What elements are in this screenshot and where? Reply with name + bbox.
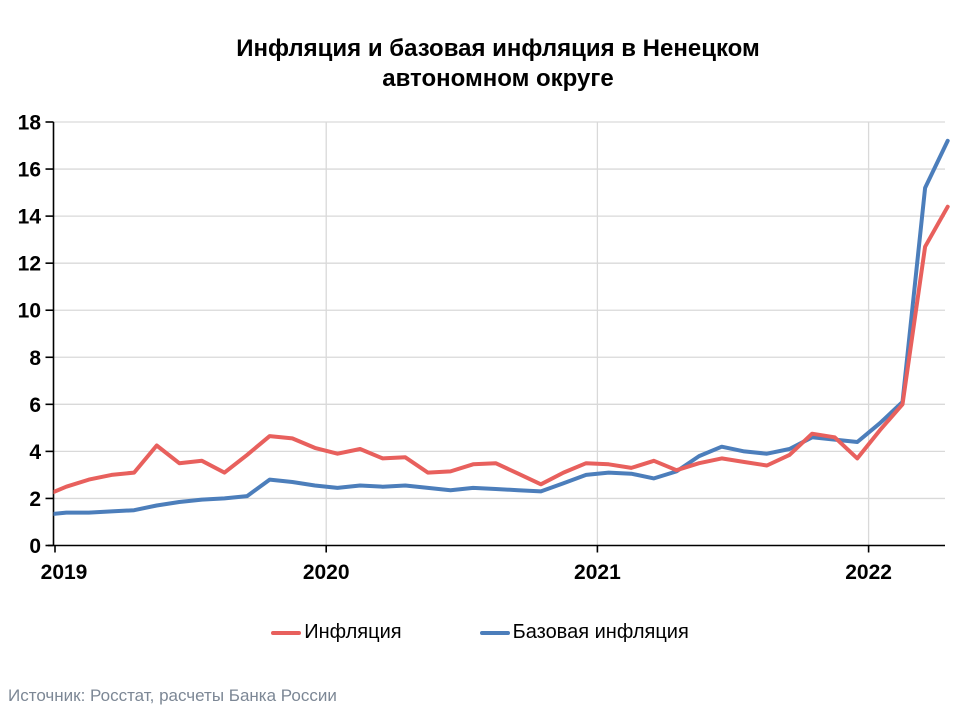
y-tick-label-14: 14	[18, 206, 42, 229]
chart-title: Инфляция и базовая инфляция в Ненецком а…	[18, 34, 960, 94]
legend-item-core-inflation: Базовая инфляция	[479, 621, 689, 644]
y-tick-label-10: 10	[18, 300, 41, 323]
y-tick-label-6: 6	[29, 394, 41, 417]
y-tick-label-0: 0	[29, 535, 41, 558]
y-tick-label-4: 4	[29, 441, 41, 464]
chart-title-line-2: автономном округе	[382, 65, 614, 92]
y-tick-label-18: 18	[18, 112, 42, 135]
source-note: Источник: Росстат, расчеты Банка России	[8, 686, 337, 705]
chart-plot-area: 0 2 4 6 8 10 12 14 16 18 2019 2020 2021 2022	[18, 112, 950, 584]
legend-label-core-inflation: Базовая инфляция	[512, 621, 689, 643]
legend-item-inflation: Инфляция	[271, 621, 402, 644]
x-tick-label-2022: 2022	[845, 561, 892, 584]
core-inflation-line-swatch	[479, 630, 510, 635]
y-tick-label-8: 8	[29, 347, 41, 370]
y-tick-label-2: 2	[29, 488, 41, 511]
y-tick-label-16: 16	[18, 159, 41, 182]
y-tick-label-12: 12	[18, 253, 41, 276]
inflation-line	[53, 204, 950, 495]
chart-title-line-1: Инфляция и базовая инфляция в Ненецком	[236, 35, 760, 62]
legend-label-inflation: Инфляция	[304, 621, 402, 643]
x-tick-label-2019: 2019	[41, 561, 88, 584]
chart-legend: Инфляция Базовая инфляция	[0, 621, 960, 644]
inflation-line-swatch	[271, 630, 302, 635]
x-tick-label-2021: 2021	[574, 561, 621, 584]
core-inflation-line	[53, 138, 950, 516]
x-tick-label-2020: 2020	[303, 561, 350, 584]
